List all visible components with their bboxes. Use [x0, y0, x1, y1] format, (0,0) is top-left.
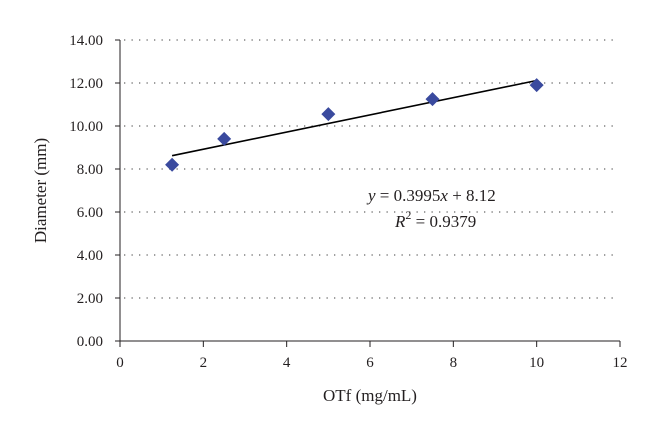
equation-y-var: y [366, 186, 376, 205]
x-tick-label: 0 [116, 355, 124, 371]
x-tick-label: 12 [613, 355, 628, 371]
r-squared-value: = 0.9379 [411, 212, 476, 231]
data-point-diamond [529, 78, 544, 93]
data-point-diamond [165, 157, 180, 172]
gridlines [124, 39, 617, 299]
x-tick-label: 10 [529, 355, 544, 371]
axes [115, 39, 621, 347]
tick-labels: 0.00 2.00 4.00 6.00 8.00 10.00 12.00 14.00 0 2 4 6 8… [69, 33, 627, 371]
x-tick-label: 4 [283, 355, 291, 371]
y-tick-label: 2.00 [77, 291, 103, 307]
trendline-group [171, 79, 537, 157]
y-tick-label: 12.00 [69, 76, 103, 92]
data-point-diamond [425, 92, 440, 107]
data-point-diamond [321, 107, 336, 122]
r-squared-label: R2 = 0.9379 [394, 208, 476, 231]
y-tick-label: 8.00 [77, 162, 103, 178]
y-tick-label: 6.00 [77, 205, 103, 221]
x-tick-label: 2 [200, 355, 208, 371]
regression-equation: y = 0.3995x + 8.12 [366, 186, 496, 205]
x-tick-label: 8 [450, 355, 458, 371]
r-squared-r: R [394, 212, 406, 231]
data-points [165, 78, 544, 172]
trendline [171, 79, 537, 157]
y-axis-title: Diameter (mm) [31, 138, 50, 243]
r-squared-superscript: 2 [405, 208, 411, 222]
x-axis-title: OTf (mg/mL) [323, 386, 417, 405]
data-point-diamond [217, 131, 232, 146]
equation-slope: = 0.3995 [376, 186, 441, 205]
x-tick-label: 6 [366, 355, 374, 371]
equation-x-var: x [439, 186, 448, 205]
y-tick-label: 0.00 [77, 334, 103, 350]
equation-intercept: + 8.12 [448, 186, 496, 205]
y-tick-label: 10.00 [69, 119, 103, 135]
y-tick-label: 4.00 [77, 248, 103, 264]
y-tick-label: 14.00 [69, 33, 103, 49]
